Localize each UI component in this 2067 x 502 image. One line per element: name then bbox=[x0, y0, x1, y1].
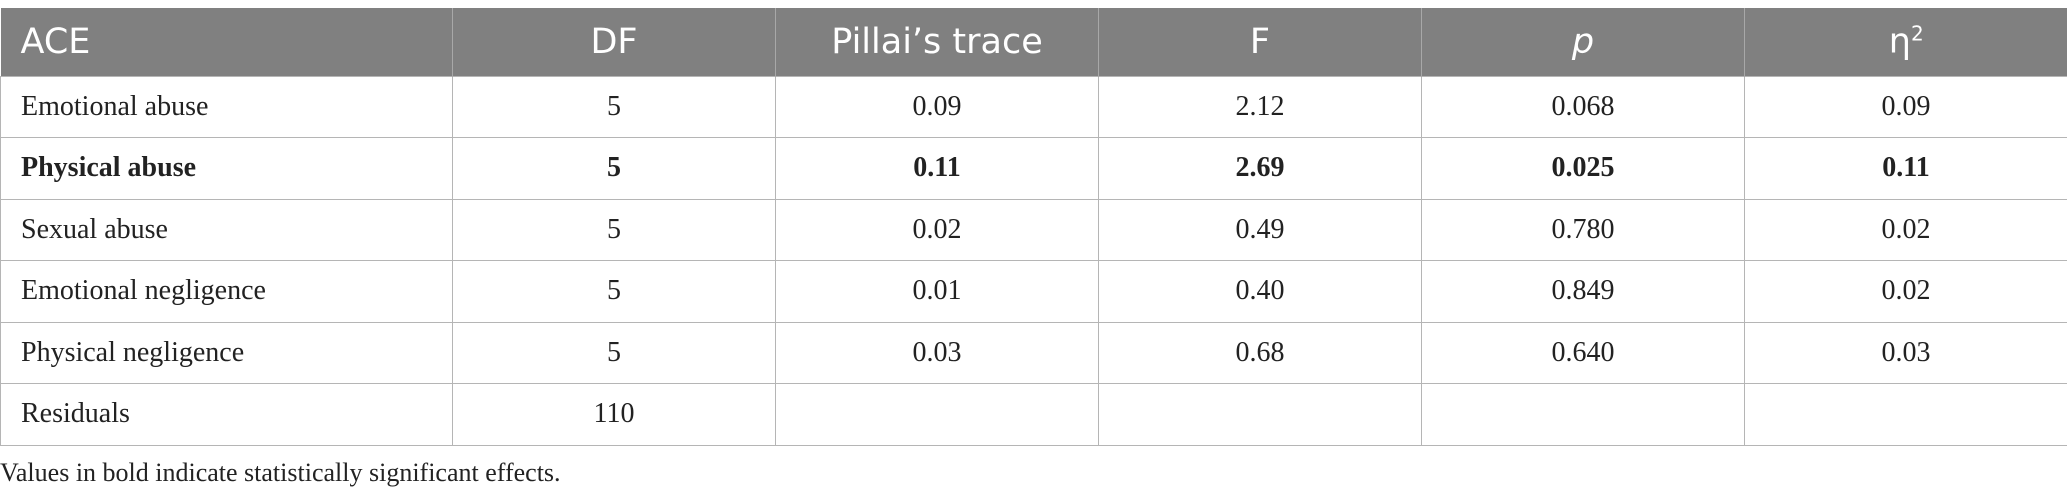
cell-df: 5 bbox=[452, 75, 776, 138]
header-pillai: Pillai’s trace bbox=[775, 8, 1099, 76]
table-row: Sexual abuse 5 0.02 0.49 0.780 0.02 bbox=[0, 198, 2067, 261]
table-row: Residuals 110 bbox=[0, 383, 2067, 446]
cell-pillai: 0.03 bbox=[775, 321, 1099, 384]
cell-ace: Physical abuse bbox=[0, 137, 453, 200]
cell-df: 110 bbox=[452, 383, 776, 446]
cell-eta-squared: 0.11 bbox=[1744, 137, 2067, 200]
table-row: Physical abuse 5 0.11 2.69 0.025 0.11 bbox=[0, 137, 2067, 200]
cell-pillai: 0.09 bbox=[775, 75, 1099, 138]
header-eta-squared: η2 bbox=[1744, 8, 2067, 76]
cell-eta-squared bbox=[1744, 383, 2067, 446]
cell-eta-squared: 0.02 bbox=[1744, 260, 2067, 323]
cell-eta-squared: 0.03 bbox=[1744, 321, 2067, 384]
cell-df: 5 bbox=[452, 137, 776, 200]
cell-p: 0.780 bbox=[1421, 198, 1745, 261]
cell-ace: Sexual abuse bbox=[0, 198, 453, 261]
header-ace: ACE bbox=[20, 21, 91, 62]
cell-ace: Emotional abuse bbox=[0, 75, 453, 138]
cell-df: 5 bbox=[452, 198, 776, 261]
header-p: p bbox=[1421, 8, 1745, 76]
results-table-container: ACE DF Pillai’s trace F p η2 Emotional a… bbox=[0, 8, 2067, 446]
cell-f: 2.69 bbox=[1098, 137, 1422, 200]
cell-f: 0.68 bbox=[1098, 321, 1422, 384]
header-eta-superscript: 2 bbox=[1910, 21, 1924, 46]
cell-p: 0.849 bbox=[1421, 260, 1745, 323]
cell-f: 0.49 bbox=[1098, 198, 1422, 261]
table-row: Emotional abuse 5 0.09 2.12 0.068 0.09 bbox=[0, 75, 2067, 138]
table-header: ACE DF Pillai’s trace F p η2 bbox=[0, 8, 2067, 76]
header-row: ACE DF Pillai’s trace F p η2 bbox=[0, 8, 2067, 76]
cell-ace: Emotional negligence bbox=[0, 260, 453, 323]
cell-pillai: 0.01 bbox=[775, 260, 1099, 323]
table-footnote: Values in bold indicate statistically si… bbox=[0, 458, 561, 487]
table-row: Physical negligence 5 0.03 0.68 0.640 0.03 bbox=[0, 321, 2067, 384]
header-f: F bbox=[1098, 8, 1422, 76]
results-table: ACE DF Pillai’s trace F p η2 Emotional a… bbox=[0, 8, 2067, 446]
header-df: DF bbox=[452, 8, 776, 76]
cell-df: 5 bbox=[452, 260, 776, 323]
cell-pillai: 0.11 bbox=[775, 137, 1099, 200]
cell-f: 0.40 bbox=[1098, 260, 1422, 323]
cell-f bbox=[1098, 383, 1422, 446]
cell-pillai: 0.02 bbox=[775, 198, 1099, 261]
cell-f: 2.12 bbox=[1098, 75, 1422, 138]
cell-ace: Physical negligence bbox=[0, 321, 453, 384]
header-eta-symbol: η bbox=[1888, 21, 1911, 62]
cell-ace: Residuals bbox=[0, 383, 453, 446]
cell-df: 5 bbox=[452, 321, 776, 384]
cell-p: 0.025 bbox=[1421, 137, 1745, 200]
cell-pillai bbox=[775, 383, 1099, 446]
cell-p bbox=[1421, 383, 1745, 446]
cell-p: 0.640 bbox=[1421, 321, 1745, 384]
cell-eta-squared: 0.09 bbox=[1744, 75, 2067, 138]
cell-p: 0.068 bbox=[1421, 75, 1745, 138]
table-row: Emotional negligence 5 0.01 0.40 0.849 0.02 bbox=[0, 260, 2067, 323]
table-body: Emotional abuse 5 0.09 2.12 0.068 0.09 Physica… bbox=[0, 75, 2067, 446]
cell-eta-squared: 0.02 bbox=[1744, 198, 2067, 261]
